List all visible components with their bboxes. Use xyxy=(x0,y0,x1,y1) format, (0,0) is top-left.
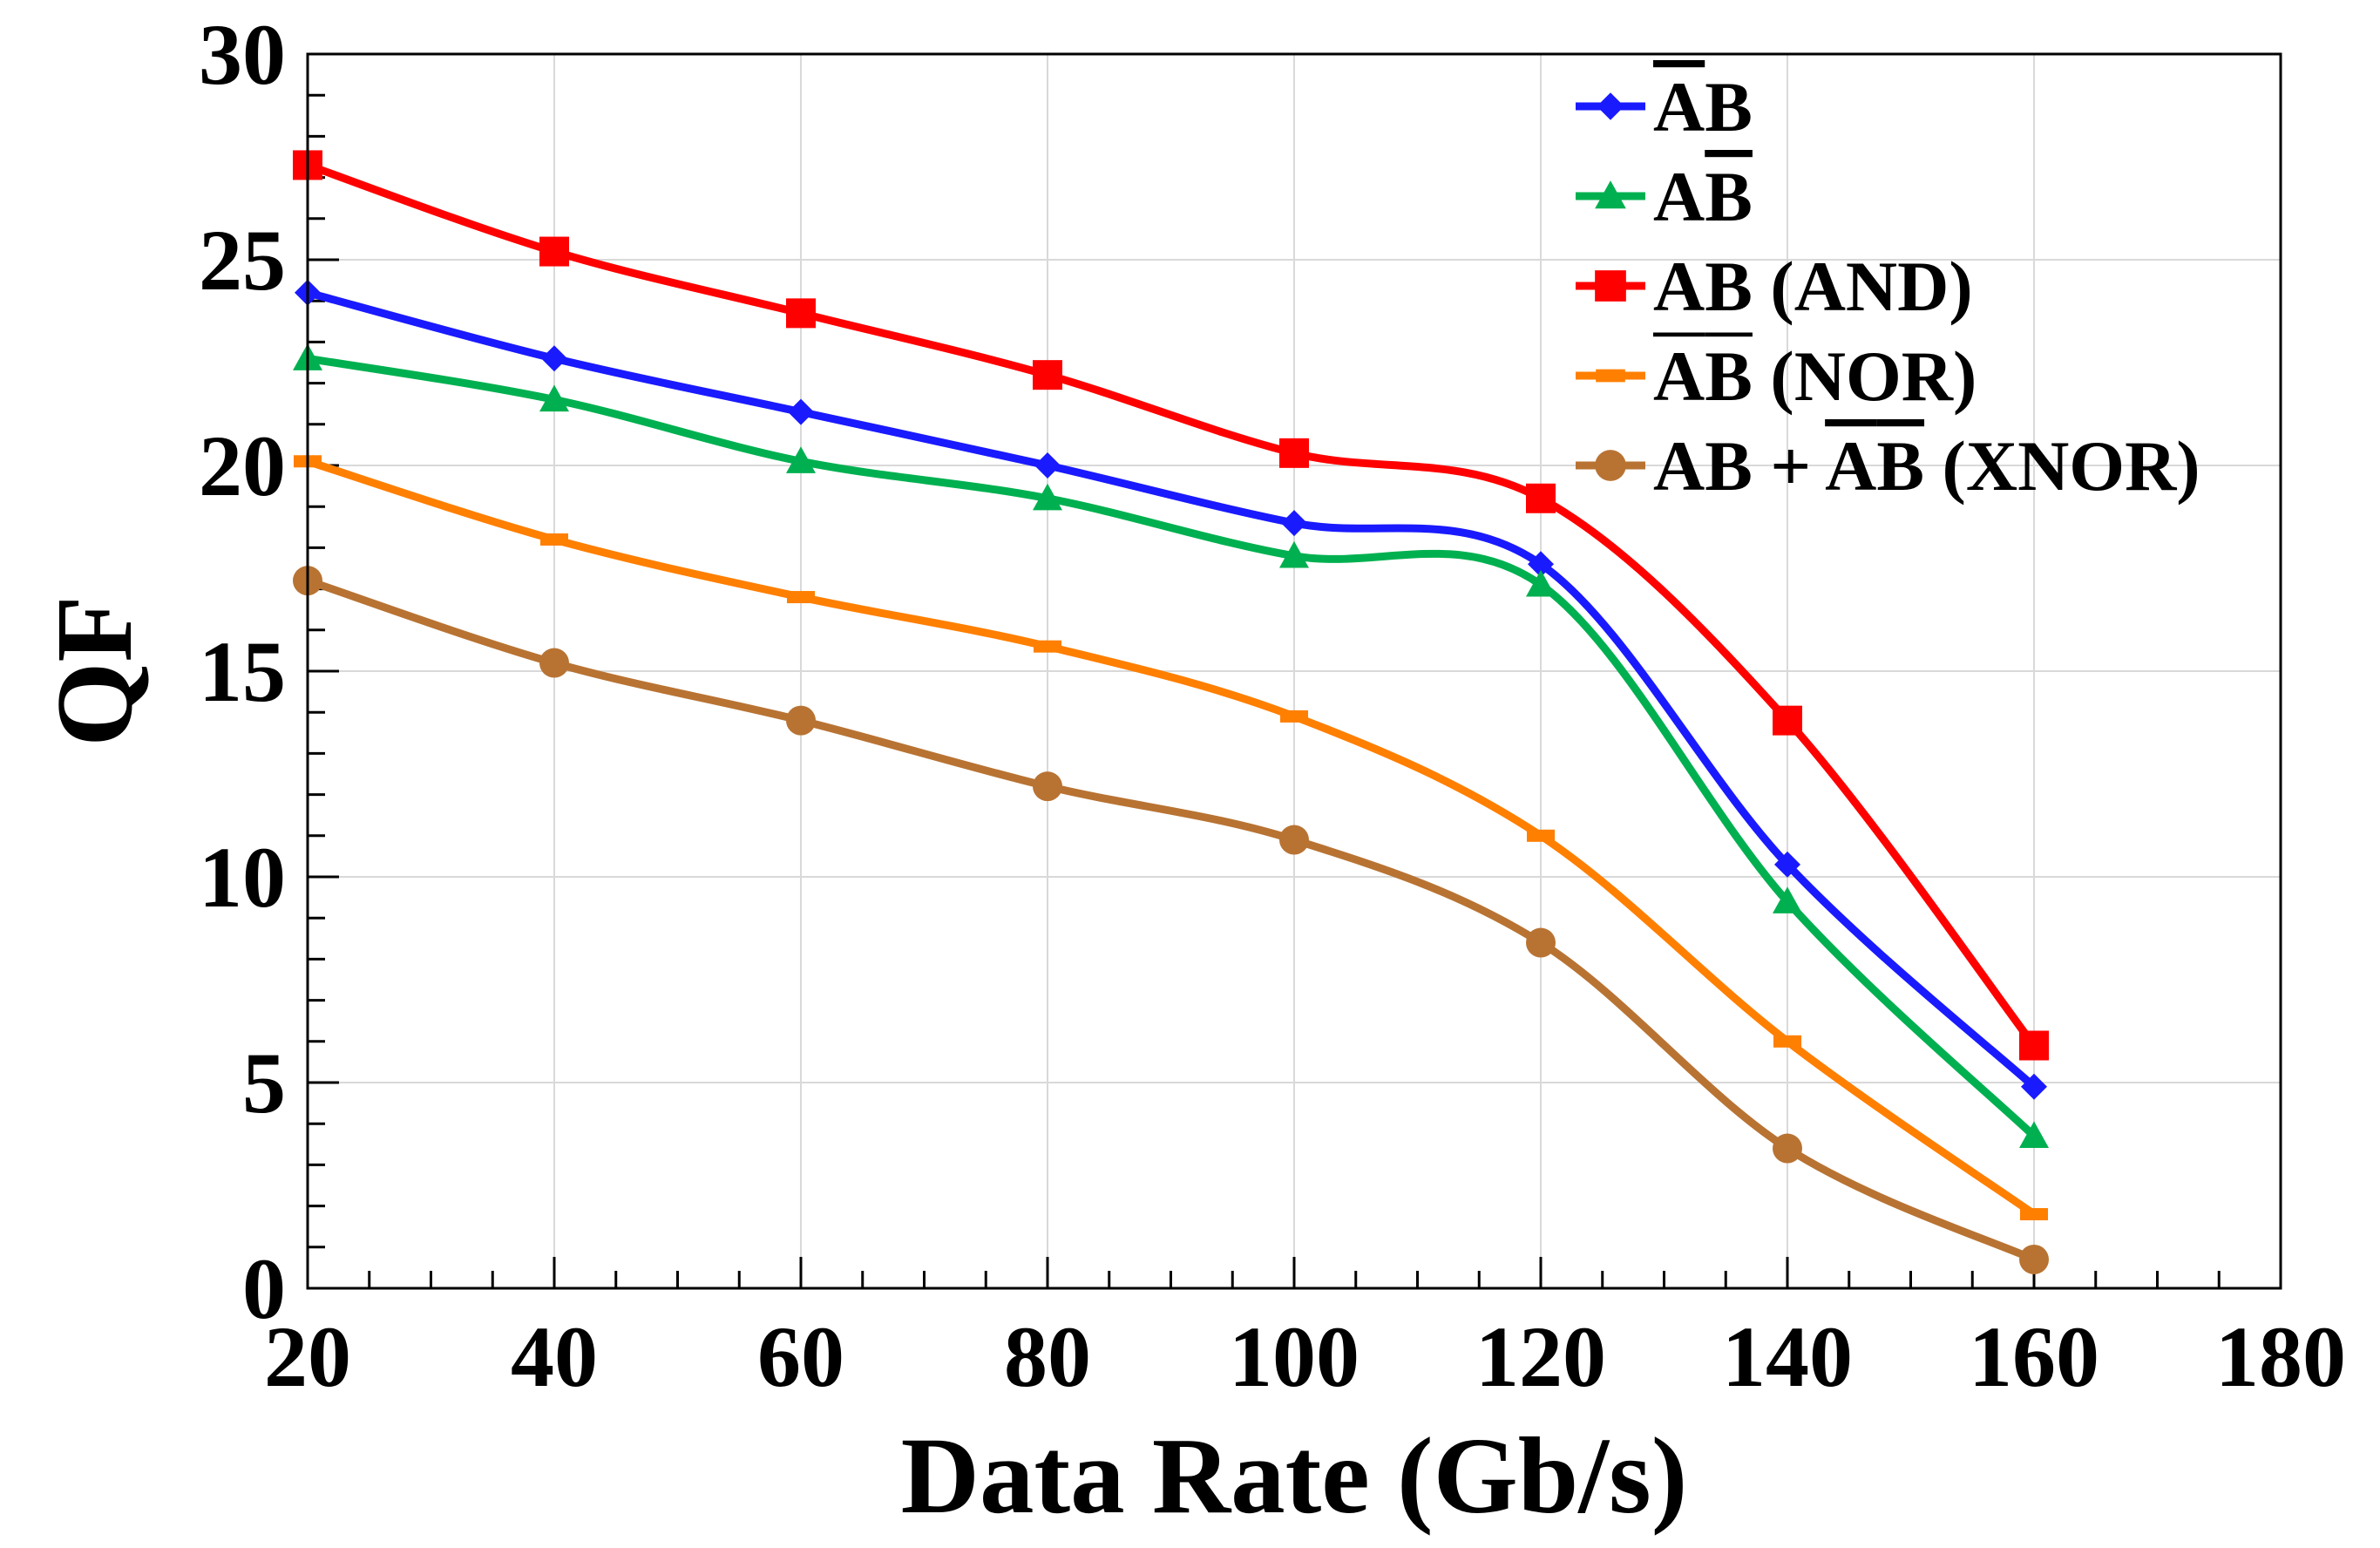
data-point xyxy=(1034,640,1061,653)
x-tick-label: 60 xyxy=(757,1308,844,1405)
series-line xyxy=(303,457,2038,1219)
series-line xyxy=(303,576,2038,1264)
data-point xyxy=(1526,927,1556,958)
y-tick-label: 20 xyxy=(199,418,286,514)
data-point xyxy=(1280,710,1308,723)
x-tick-label: 20 xyxy=(264,1308,351,1405)
data-point xyxy=(1773,886,1802,913)
data-point xyxy=(1773,1035,1801,1048)
data-point xyxy=(1774,851,1800,878)
legend-marker xyxy=(1595,270,1626,302)
overbar-letter: B xyxy=(1705,336,1753,416)
legend-item: AB (AND) xyxy=(1576,247,1973,326)
data-point xyxy=(1773,1133,1802,1164)
legend-item: AB (NOR) xyxy=(1576,336,1977,416)
y-tick-label: 25 xyxy=(199,212,286,309)
series-0 xyxy=(295,279,2047,1100)
data-point xyxy=(539,236,569,267)
x-tick-label: 80 xyxy=(1004,1308,1091,1405)
grid-lines xyxy=(307,53,2282,1289)
data-point xyxy=(1526,483,1556,513)
y-tick-label: 15 xyxy=(199,623,286,720)
x-tick-label: 140 xyxy=(1722,1308,1853,1405)
y-tick-label: 10 xyxy=(199,829,286,926)
y-tick-label: 0 xyxy=(242,1240,286,1337)
y-axis-title: QF xyxy=(35,595,155,747)
data-point xyxy=(1279,825,1309,855)
data-point xyxy=(1033,483,1062,511)
overbar-letter: B xyxy=(1705,157,1753,236)
overbar-letter: A xyxy=(1825,426,1876,506)
legend-item: AB xyxy=(1576,157,1753,236)
data-point xyxy=(1034,452,1061,479)
data-point xyxy=(1033,360,1062,390)
overbar-letter: B xyxy=(1876,426,1924,506)
legend-marker xyxy=(1595,180,1626,209)
data-point xyxy=(1528,551,1554,578)
series-4 xyxy=(293,566,2049,1274)
data-point xyxy=(788,398,814,425)
data-point xyxy=(539,648,569,678)
x-tick-label: 180 xyxy=(2215,1308,2346,1405)
series-line xyxy=(303,289,2038,1091)
legend-item: AB + AB (XNOR) xyxy=(1576,426,2200,506)
legend-label: AB (NOR) xyxy=(1653,336,1977,416)
data-point xyxy=(1279,438,1309,468)
legend-label: AB + AB (XNOR) xyxy=(1653,426,2200,506)
series-line xyxy=(303,354,2038,1140)
legend-text-segment: (XNOR) xyxy=(1924,426,2200,506)
data-point xyxy=(2020,1208,2048,1221)
series-2 xyxy=(293,150,2049,1061)
data-point xyxy=(787,591,815,604)
legend-marker xyxy=(1595,450,1626,481)
x-tick-labels: 20 40 60 80 100 120 140 160 180 xyxy=(264,1308,2346,1405)
legend-text-segment: AB (AND) xyxy=(1653,247,1973,326)
legend-label: AB xyxy=(1653,67,1753,146)
data-point xyxy=(786,705,816,736)
legend-text-segment: A xyxy=(1653,157,1705,236)
legend-marker xyxy=(1596,369,1625,383)
data-point xyxy=(786,446,816,473)
data-point xyxy=(541,345,567,372)
overbar-letter: A xyxy=(1653,336,1705,416)
data-point xyxy=(2019,1121,2049,1148)
y-tick-label: 30 xyxy=(199,6,286,103)
y-tick-label: 5 xyxy=(242,1035,286,1131)
plot-frame xyxy=(306,52,2282,1290)
data-point xyxy=(1773,705,1802,736)
legend-label: AB (AND) xyxy=(1653,247,1973,326)
data-point xyxy=(1279,540,1309,568)
series-3 xyxy=(294,455,2048,1221)
legend-text-segment: B xyxy=(1705,67,1753,146)
data-point xyxy=(1281,510,1307,537)
x-axis-title: Data Rate (Gb/s) xyxy=(901,1416,1688,1537)
data-point xyxy=(540,533,568,546)
y-tick-labels: 0 5 10 15 20 25 30 xyxy=(199,6,286,1337)
legend-label: AB xyxy=(1653,157,1753,236)
overbar-letter: A xyxy=(1653,67,1705,146)
data-point xyxy=(2021,1073,2047,1100)
data-point xyxy=(539,384,569,412)
series-layer xyxy=(293,150,2049,1274)
legend-item: AB xyxy=(1576,67,1753,146)
data-point xyxy=(786,298,816,329)
data-point xyxy=(1527,829,1555,842)
data-point xyxy=(2019,1244,2049,1274)
x-tick-label: 120 xyxy=(1475,1308,1606,1405)
legend-text-segment: (NOR) xyxy=(1753,336,1977,416)
x-tick-label: 40 xyxy=(511,1308,598,1405)
legend-marker xyxy=(1597,92,1624,120)
data-point xyxy=(1033,771,1062,802)
data-point xyxy=(2019,1030,2049,1061)
x-tick-label: 100 xyxy=(1229,1308,1360,1405)
legend-text-segment: AB + xyxy=(1653,426,1825,506)
data-point xyxy=(1526,569,1556,597)
x-tick-label: 160 xyxy=(1969,1308,2099,1405)
